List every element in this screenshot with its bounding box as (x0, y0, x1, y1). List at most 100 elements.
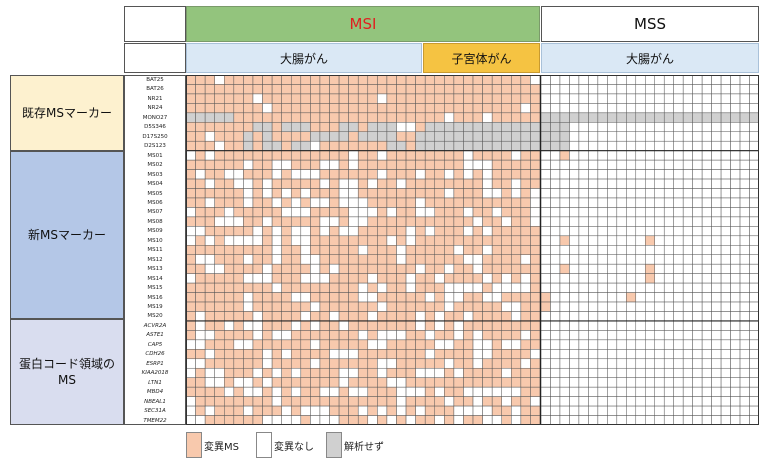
grid-cell (405, 197, 416, 208)
grid-cell (540, 150, 551, 161)
grid-cell (310, 245, 321, 255)
grid-cell (578, 367, 589, 378)
grid-cell (348, 273, 359, 284)
grid-cell (597, 103, 608, 114)
grid-cell (663, 377, 674, 388)
grid-cell (749, 358, 759, 369)
grid-cell (749, 169, 759, 180)
marker-label: KIAA2018 (141, 370, 169, 377)
grid-cell (520, 311, 531, 322)
grid-cell (692, 386, 703, 397)
grid-cell (434, 122, 445, 133)
grid-cell (578, 415, 589, 425)
grid-cell (739, 150, 750, 161)
grid-cell (348, 311, 359, 322)
grid-cell (635, 311, 646, 322)
grid-cell (290, 282, 302, 293)
grid-cell (338, 75, 349, 85)
grid-cell (607, 150, 618, 161)
grid-cell (243, 112, 254, 123)
grid-cell (530, 415, 541, 425)
grid-cell (482, 150, 493, 161)
grid-cell (482, 254, 493, 265)
grid-cell (645, 245, 655, 255)
grid-cell (338, 415, 349, 425)
grid-cell (434, 367, 445, 378)
grid-cell (252, 254, 263, 265)
grid-cell (348, 263, 359, 274)
grid-cell (626, 226, 637, 237)
grid-cell (472, 245, 483, 255)
grid-cell (195, 330, 206, 341)
grid-cell (300, 188, 311, 199)
grid-cell (243, 320, 254, 331)
grid-cell (195, 93, 206, 104)
grid-cell (204, 292, 215, 303)
grid-cell (415, 273, 426, 284)
grid-cell (540, 273, 551, 284)
grid-cell (329, 339, 340, 350)
grid-cell (463, 263, 474, 274)
grid-cell (739, 140, 750, 151)
grid-cell (338, 377, 349, 388)
grid-cell (501, 358, 512, 369)
grid-cell (559, 122, 570, 133)
grid-cell (511, 377, 522, 388)
grid-cell (453, 415, 464, 425)
grid-cell (491, 140, 502, 151)
grid-cell (578, 159, 589, 170)
grid-cell (491, 301, 502, 312)
grid-cell (195, 339, 206, 350)
grid-cell (511, 159, 522, 170)
grid-cell (271, 415, 282, 425)
grid-cell (204, 103, 215, 114)
grid-cell (463, 339, 474, 350)
grid-cell (578, 320, 589, 331)
grid-cell (415, 292, 426, 303)
grid-cell (720, 358, 731, 369)
grid-cell (559, 349, 570, 360)
grid-cell (491, 330, 502, 341)
grid-cell (749, 386, 759, 397)
grid-cell (550, 282, 561, 293)
grid-cell (357, 282, 369, 293)
grid-cell (233, 245, 244, 255)
grid-cell (520, 150, 531, 161)
grid-cell (252, 159, 263, 170)
grid-cell (711, 178, 722, 189)
grid-cell (348, 112, 359, 123)
grid-cell (186, 330, 196, 341)
grid-cell (329, 311, 340, 322)
grid-cell (559, 320, 570, 331)
grid-cell (415, 263, 426, 274)
grid-cell (463, 415, 474, 425)
grid-cell (663, 254, 674, 265)
grid-cell (530, 112, 541, 123)
grid-cell (501, 330, 512, 341)
grid-cell (520, 292, 531, 303)
grid-cell (472, 131, 483, 142)
grid-cell (692, 178, 703, 189)
grid-cell (711, 396, 722, 407)
grid-cell (720, 245, 731, 255)
colorectal-msi-header: 大腸がん (186, 43, 422, 73)
grid-cell (540, 131, 551, 142)
grid-cell (329, 282, 340, 293)
grid-cell (453, 282, 464, 293)
grid-cell (663, 320, 674, 331)
grid-cell (607, 320, 618, 331)
grid-cell (673, 178, 684, 189)
grid-cell (730, 245, 741, 255)
grid-cell (386, 226, 397, 237)
grid-cell (569, 301, 580, 312)
grid-cell (224, 320, 235, 331)
grid-cell (195, 292, 206, 303)
grid-cell (415, 235, 426, 246)
grid-cell (501, 235, 512, 246)
grid-cell (635, 207, 646, 218)
grid-cell (195, 122, 206, 133)
grid-cell (559, 358, 570, 369)
grid-cell (281, 245, 292, 255)
grid-cell (673, 254, 684, 265)
grid-cell (386, 207, 397, 218)
